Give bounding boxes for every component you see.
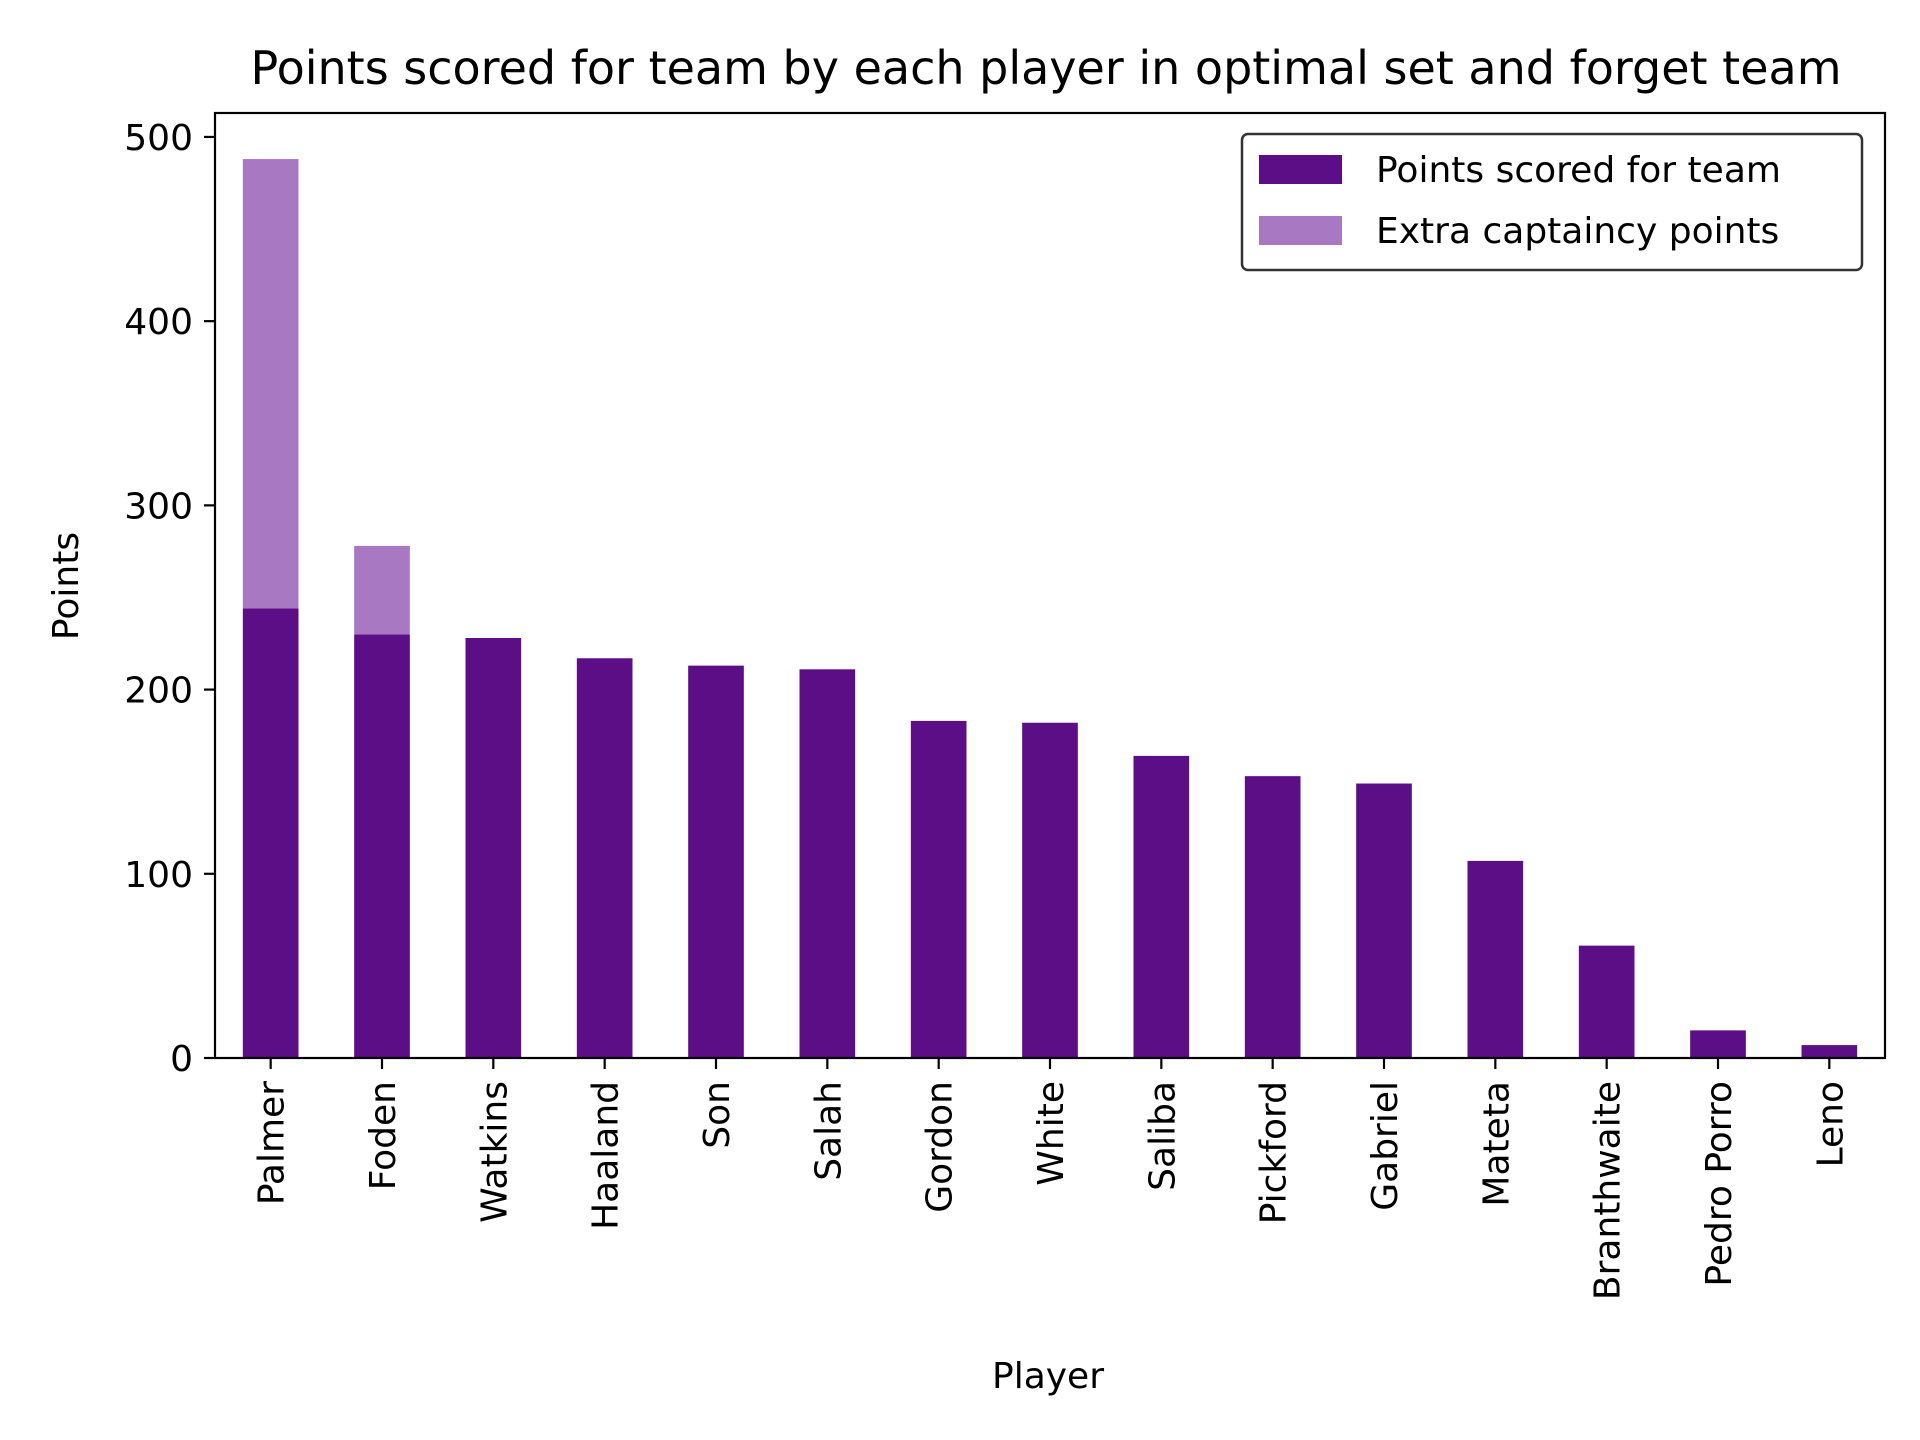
legend-swatch-captaincy <box>1259 216 1342 245</box>
legend: Points scored for team Extra captaincy p… <box>1240 132 1864 272</box>
x-tick-label: Mateta <box>1476 1081 1517 1207</box>
y-tick-label: 200 <box>124 671 193 712</box>
bar-captaincy-palmer <box>242 159 299 609</box>
y-axis-label: Points <box>46 532 87 640</box>
legend-box <box>1240 132 1864 272</box>
x-tick-label: Foden <box>363 1081 404 1190</box>
y-tick-label: 100 <box>124 855 193 896</box>
x-tick-label: Haaland <box>586 1081 627 1230</box>
bar-points-palmer <box>242 608 299 1058</box>
x-tick-label: Gordon <box>920 1081 961 1213</box>
x-tick-label: Son <box>697 1081 738 1149</box>
bar-points-foden <box>354 634 410 1058</box>
bar-points-salah <box>799 669 856 1058</box>
bar-points-watkins <box>465 638 522 1058</box>
bar-points-pickford <box>1244 776 1301 1058</box>
bar-captaincy-foden <box>354 545 410 635</box>
y-tick-label: 0 <box>170 1039 193 1080</box>
x-tick-label: Pickford <box>1254 1081 1295 1224</box>
bar-points-son <box>688 665 744 1058</box>
x-tick-label: Branthwaite <box>1588 1081 1629 1300</box>
bar-points-white <box>1022 722 1078 1058</box>
legend-swatch-points <box>1259 155 1342 184</box>
y-tick-label: 500 <box>124 118 193 159</box>
x-tick-label: Leno <box>1810 1081 1851 1167</box>
x-tick-label: Gabriel <box>1365 1081 1406 1211</box>
x-axis: Palmer Foden Watkins Haaland Son Salah Gordon W… <box>252 1058 1851 1300</box>
bar-points-haaland <box>576 658 633 1058</box>
legend-label-captaincy: Extra captaincy points <box>1376 211 1779 252</box>
y-tick-label: 300 <box>124 486 193 527</box>
y-axis: 0 100 200 300 400 500 <box>124 118 215 1080</box>
bar-points-gabriel <box>1356 783 1412 1058</box>
x-axis-label: Player <box>992 1356 1104 1397</box>
x-tick-label: White <box>1031 1081 1072 1186</box>
y-tick-label: 400 <box>124 302 193 343</box>
x-tick-label: Palmer <box>252 1081 293 1205</box>
plot-area-frame <box>213 111 1887 1060</box>
bar-points-saliba <box>1133 755 1190 1058</box>
legend-label-points: Points scored for team <box>1376 150 1781 191</box>
x-tick-label: Saliba <box>1142 1081 1183 1191</box>
bar-points-pedro-porro <box>1690 1030 1746 1058</box>
x-tick-label: Pedro Porro <box>1699 1081 1740 1287</box>
x-tick-label: Salah <box>808 1081 849 1181</box>
x-tick-label: Watkins <box>474 1081 515 1223</box>
bars-group <box>242 159 1858 1058</box>
chart-title: Points scored for team by each player in… <box>250 41 1841 95</box>
bar-points-leno <box>1801 1045 1858 1058</box>
bar-points-gordon <box>910 720 967 1058</box>
bar-points-branthwaite <box>1578 945 1635 1058</box>
bar-points-mateta <box>1467 860 1524 1058</box>
